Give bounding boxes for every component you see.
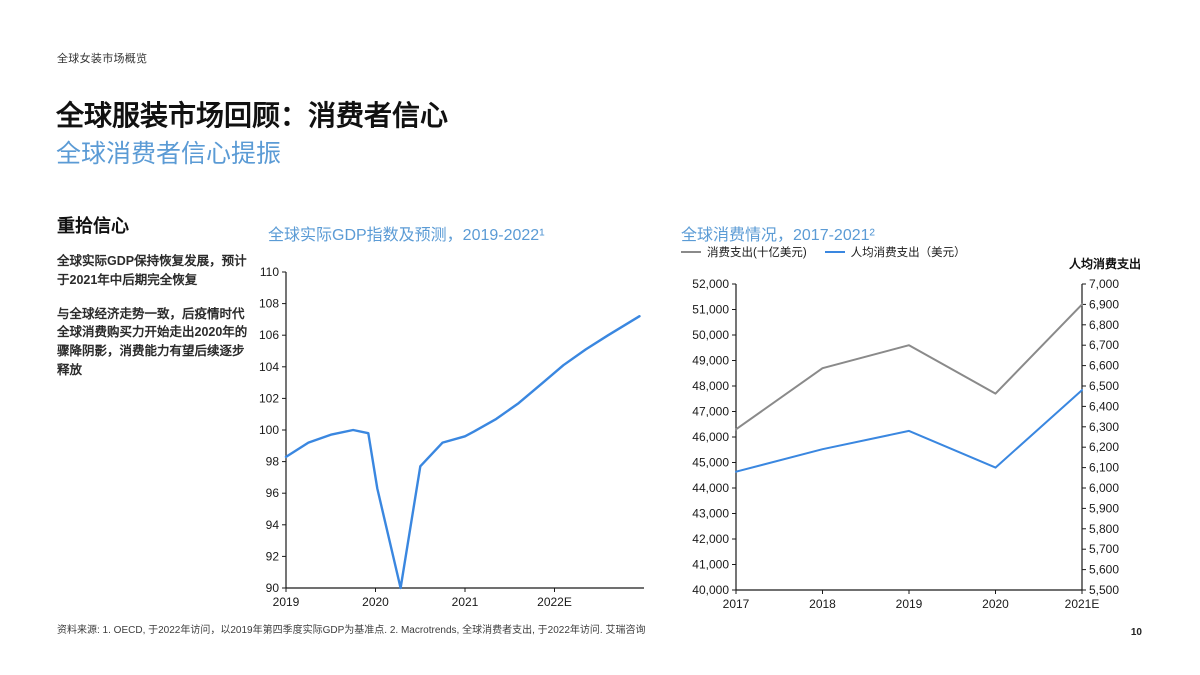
commentary-paragraph-1: 全球实际GDP保持恢复发展，预计于2021年中后期完全恢复: [57, 254, 247, 287]
page-number: 10: [1130, 627, 1142, 638]
consumption-line-chart: 40,000 41,000 42,000 43,000 44,000 45,000 46,0…: [692, 277, 1119, 611]
svg-text:2022E: 2022E: [537, 595, 572, 609]
source-footnote: 资料来源: 1. OECD, 于2022年访问，以2019年第四季度实际GDP为…: [57, 625, 646, 636]
svg-text:50,000: 50,000: [692, 328, 729, 342]
svg-text:45,000: 45,000: [692, 456, 729, 470]
svg-text:110: 110: [260, 265, 279, 279]
svg-text:51,000: 51,000: [692, 303, 729, 317]
svg-text:2019: 2019: [273, 595, 300, 609]
svg-text:106: 106: [259, 328, 279, 342]
svg-text:6,600: 6,600: [1089, 359, 1119, 373]
blue-line-swatch-icon: [824, 251, 845, 253]
svg-text:5,600: 5,600: [1089, 563, 1119, 577]
consumption-chart-title: 全球消费情况，2017-2021²: [681, 227, 875, 244]
consumption-chart-legend: 消费支出(十亿美元) 人均消费支出（美元）: [681, 244, 966, 260]
svg-text:43,000: 43,000: [692, 507, 729, 521]
svg-text:5,500: 5,500: [1089, 583, 1119, 597]
legend-label-percapita: 人均消费支出（美元）: [850, 247, 966, 259]
svg-text:92: 92: [266, 549, 280, 563]
right-axis-label: 人均消费支出: [1068, 257, 1141, 271]
commentary-paragraph-2: 与全球经济走势一致，后疫情时代全球消费购买力开始走出2020年的骤降阴影，消费能…: [57, 306, 248, 377]
legend-item-spending: 消费支出(十亿美元): [681, 244, 807, 260]
svg-text:2019: 2019: [896, 597, 923, 611]
svg-text:5,700: 5,700: [1089, 542, 1119, 556]
svg-text:5,900: 5,900: [1089, 501, 1119, 515]
commentary-heading: 重拾信心: [57, 216, 129, 236]
svg-text:52,000: 52,000: [692, 277, 729, 291]
legend-label-spending: 消费支出(十亿美元): [707, 247, 807, 259]
svg-text:6,800: 6,800: [1089, 318, 1119, 332]
gray-line-swatch-icon: [681, 251, 701, 253]
page-title: 全球服装市场回顾：消费者信心: [56, 100, 449, 131]
svg-text:104: 104: [259, 360, 279, 374]
svg-text:2021: 2021: [452, 595, 479, 609]
svg-text:49,000: 49,000: [692, 354, 729, 368]
svg-text:6,400: 6,400: [1089, 399, 1119, 413]
svg-text:100: 100: [259, 423, 279, 437]
svg-text:6,700: 6,700: [1089, 338, 1119, 352]
svg-text:2017: 2017: [723, 597, 750, 611]
svg-text:44,000: 44,000: [692, 481, 729, 495]
svg-text:6,000: 6,000: [1089, 481, 1119, 495]
gdp-chart-title: 全球实际GDP指数及预测，2019-2022¹: [268, 227, 545, 244]
svg-text:41,000: 41,000: [692, 558, 729, 572]
svg-text:6,900: 6,900: [1089, 297, 1119, 311]
page-subtitle: 全球消费者信心提振: [56, 140, 282, 168]
svg-text:48,000: 48,000: [692, 379, 729, 393]
svg-text:7,000: 7,000: [1089, 277, 1119, 291]
commentary-column: 重拾信心 全球实际GDP保持恢复发展，预计于2021年中后期完全恢复 与全球经济…: [57, 212, 251, 395]
svg-text:6,300: 6,300: [1089, 420, 1119, 434]
svg-text:98: 98: [266, 455, 280, 469]
svg-text:42,000: 42,000: [692, 532, 729, 546]
svg-text:2021E: 2021E: [1065, 597, 1100, 611]
svg-text:40,000: 40,000: [692, 583, 729, 597]
eyebrow-label: 全球女装市场概览: [57, 53, 148, 65]
svg-text:46,000: 46,000: [692, 430, 729, 444]
svg-text:2018: 2018: [809, 597, 836, 611]
svg-text:2020: 2020: [982, 597, 1009, 611]
svg-text:47,000: 47,000: [692, 405, 729, 419]
legend-item-percapita: 人均消费支出（美元）: [824, 244, 966, 260]
svg-text:5,800: 5,800: [1089, 522, 1119, 536]
svg-text:102: 102: [259, 391, 279, 405]
gdp-line-chart: 90 92 94 96 98 100 102 104 106 108 110 2019 2020 2021…: [259, 265, 644, 609]
svg-text:6,500: 6,500: [1089, 379, 1119, 393]
svg-text:96: 96: [266, 486, 280, 500]
svg-text:108: 108: [259, 297, 279, 311]
svg-text:2020: 2020: [362, 595, 389, 609]
svg-text:90: 90: [266, 581, 280, 595]
svg-text:6,100: 6,100: [1089, 461, 1119, 475]
svg-text:94: 94: [266, 518, 280, 532]
svg-text:6,200: 6,200: [1089, 440, 1119, 454]
